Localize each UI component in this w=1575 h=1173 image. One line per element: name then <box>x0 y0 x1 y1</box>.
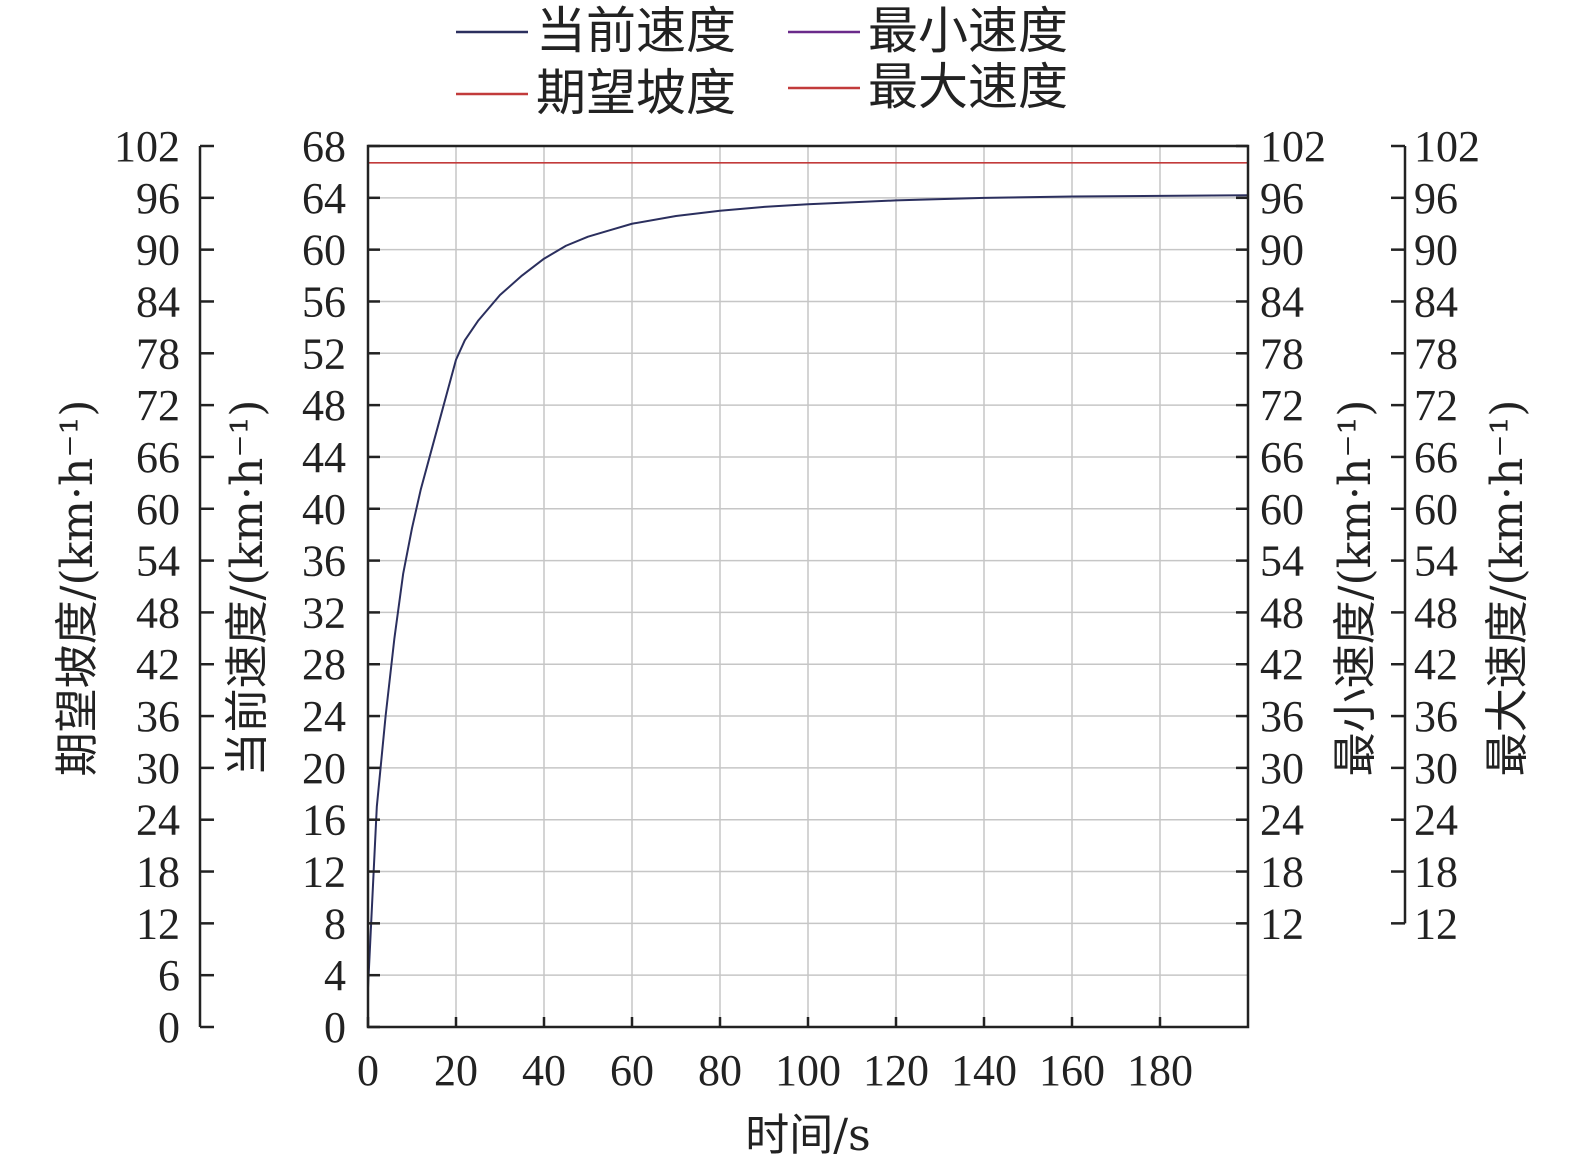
y-axis-title-min-speed: 最小速度/(km·h⁻¹) <box>1330 400 1381 777</box>
y-tick-label-max: 18 <box>1414 848 1458 897</box>
y-tick-label-min: 60 <box>1260 485 1304 534</box>
y-tick-label-grade: 96 <box>136 174 180 223</box>
series-layer <box>367 162 1249 989</box>
y-tick-label-max: 42 <box>1414 640 1458 689</box>
y-tick-label-grade: 72 <box>136 381 180 430</box>
y-tick-label-grade: 6 <box>158 951 180 1000</box>
y-tick-label-min: 72 <box>1260 381 1304 430</box>
y-tick-label-grade: 0 <box>158 1003 180 1052</box>
y-tick-label-max: 66 <box>1414 433 1458 482</box>
x-tick-label: 20 <box>434 1046 478 1095</box>
y-tick-label-grade: 24 <box>136 796 180 845</box>
y-tick-label-current: 64 <box>302 174 346 223</box>
legend: 当前速度 最小速度 期望坡度 最大速度 <box>456 2 1068 122</box>
y-tick-label-current: 40 <box>302 485 346 534</box>
y-tick-label-current: 16 <box>302 796 346 845</box>
y-tick-label-max: 24 <box>1414 796 1458 845</box>
y-tick-label-min: 42 <box>1260 640 1304 689</box>
y-tick-label-grade: 36 <box>136 692 180 741</box>
y-tick-label-min: 12 <box>1260 899 1304 948</box>
y-tick-label-grade: 84 <box>136 277 180 326</box>
y-tick-label-grade: 42 <box>136 640 180 689</box>
y-tick-label-current: 32 <box>302 588 346 637</box>
y-tick-label-current: 36 <box>302 537 346 586</box>
y-tick-label-max: 78 <box>1414 329 1458 378</box>
x-tick-label: 100 <box>775 1046 841 1095</box>
y-tick-label-max: 36 <box>1414 692 1458 741</box>
x-tick-label: 0 <box>357 1046 379 1095</box>
y-tick-label-min: 30 <box>1260 744 1304 793</box>
y-tick-label-min: 102 <box>1260 122 1326 171</box>
y-tick-label-max: 48 <box>1414 588 1458 637</box>
x-tick-label: 80 <box>698 1046 742 1095</box>
y-tick-label-grade: 30 <box>136 744 180 793</box>
legend-label-max-speed: 最大速度 <box>868 58 1068 116</box>
x-tick-label: 60 <box>610 1046 654 1095</box>
y-tick-label-max: 96 <box>1414 174 1458 223</box>
y-tick-label-current: 8 <box>324 899 346 948</box>
x-tick-label: 160 <box>1039 1046 1105 1095</box>
y-tick-label-grade: 102 <box>114 122 180 171</box>
y-tick-label-grade: 66 <box>136 433 180 482</box>
y-tick-label-min: 66 <box>1260 433 1304 482</box>
y-tick-label-current: 48 <box>302 381 346 430</box>
axes: 0 20 40 60 80 100 120 140 160 1800612182430364248… <box>114 122 1480 1095</box>
y-axis-title-max-speed: 最大速度/(km·h⁻¹) <box>1482 400 1533 777</box>
y-tick-label-current: 0 <box>324 1003 346 1052</box>
y-tick-label-current: 12 <box>302 848 346 897</box>
y-tick-label-max: 60 <box>1414 485 1458 534</box>
x-tick-label: 40 <box>522 1046 566 1095</box>
y-tick-label-current: 56 <box>302 277 346 326</box>
y-tick-label-min: 84 <box>1260 277 1304 326</box>
y-tick-label-grade: 12 <box>136 899 180 948</box>
y-axis-title-grade: 期望坡度/(km·h⁻¹) <box>52 400 103 777</box>
series-line <box>367 194 1249 989</box>
y-tick-label-min: 18 <box>1260 848 1304 897</box>
legend-label-grade: 期望坡度 <box>536 64 736 122</box>
y-tick-label-grade: 60 <box>136 485 180 534</box>
y-tick-label-current: 52 <box>302 329 346 378</box>
x-axis-title: 时间/s <box>745 1110 870 1161</box>
y-tick-label-min: 36 <box>1260 692 1304 741</box>
x-tick-label: 180 <box>1127 1046 1193 1095</box>
y-tick-label-max: 102 <box>1414 122 1480 171</box>
y-tick-label-max: 72 <box>1414 381 1458 430</box>
y-tick-label-current: 44 <box>302 433 346 482</box>
grid <box>368 146 1248 1027</box>
y-tick-label-grade: 78 <box>136 329 180 378</box>
y-tick-label-current: 4 <box>324 951 346 1000</box>
y-tick-label-min: 96 <box>1260 174 1304 223</box>
y-tick-label-min: 90 <box>1260 226 1304 275</box>
y-tick-label-current: 68 <box>302 122 346 171</box>
y-tick-label-max: 84 <box>1414 277 1458 326</box>
y-tick-label-current: 60 <box>302 226 346 275</box>
y-tick-label-max: 54 <box>1414 537 1458 586</box>
y-tick-label-min: 48 <box>1260 588 1304 637</box>
y-tick-label-grade: 18 <box>136 848 180 897</box>
y-tick-label-max: 90 <box>1414 226 1458 275</box>
y-axis-title-current-speed: 当前速度/(km·h⁻¹) <box>222 400 273 777</box>
y-tick-label-current: 20 <box>302 744 346 793</box>
y-tick-label-grade: 48 <box>136 588 180 637</box>
x-tick-label: 140 <box>951 1046 1017 1095</box>
y-tick-label-min: 54 <box>1260 537 1304 586</box>
y-tick-label-max: 12 <box>1414 899 1458 948</box>
x-tick-label: 120 <box>863 1046 929 1095</box>
plot-frame <box>366 144 1250 1029</box>
y-tick-label-current: 28 <box>302 640 346 689</box>
y-tick-label-current: 24 <box>302 692 346 741</box>
legend-label-min-speed: 最小速度 <box>868 2 1068 60</box>
y-tick-label-grade: 54 <box>136 537 180 586</box>
y-tick-label-max: 30 <box>1414 744 1458 793</box>
y-tick-label-min: 24 <box>1260 796 1304 845</box>
y-tick-label-grade: 90 <box>136 226 180 275</box>
legend-label-current-speed: 当前速度 <box>536 2 736 60</box>
y-tick-label-min: 78 <box>1260 329 1304 378</box>
